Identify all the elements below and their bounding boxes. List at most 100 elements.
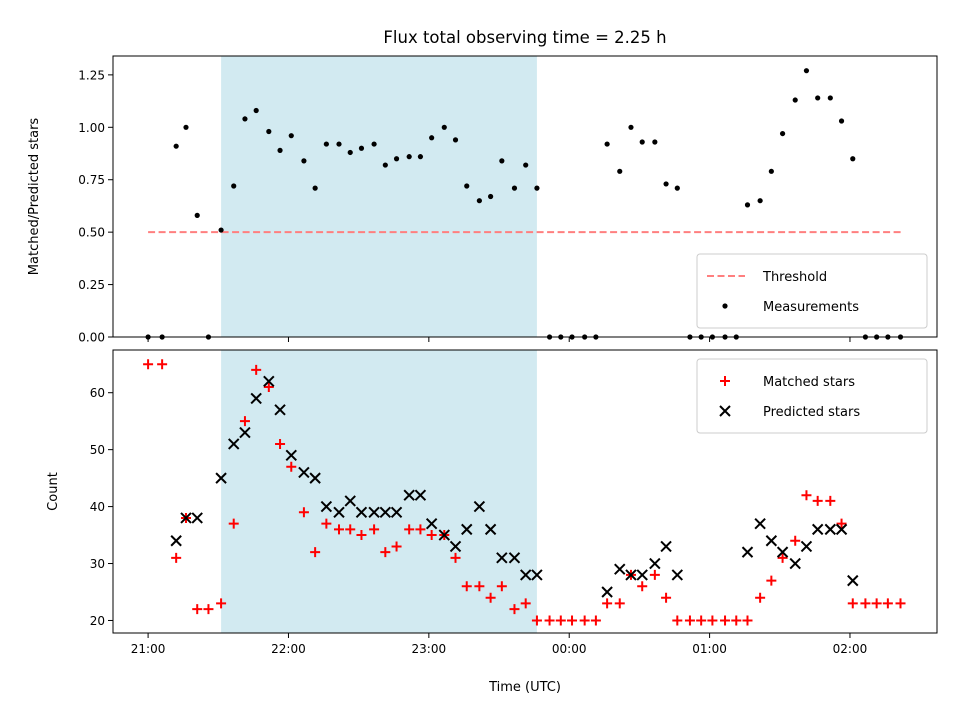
data-point xyxy=(636,569,648,581)
data-point xyxy=(838,118,845,124)
data-point xyxy=(274,404,286,416)
data-point xyxy=(425,517,438,530)
data-point xyxy=(555,615,566,626)
data-point xyxy=(441,124,447,130)
data-point xyxy=(836,518,847,529)
data-point xyxy=(776,546,789,558)
y-tick-label: 0.00 xyxy=(78,331,105,345)
data-point xyxy=(534,185,540,191)
data-point xyxy=(143,359,154,370)
data-point xyxy=(320,500,333,513)
data-point xyxy=(192,604,203,615)
data-point xyxy=(850,156,856,162)
data-point xyxy=(228,518,239,529)
data-point xyxy=(671,569,684,581)
series-measurements xyxy=(145,68,904,340)
data-point xyxy=(614,563,626,575)
data-point xyxy=(614,598,625,609)
data-point xyxy=(520,598,531,609)
observing-window-span xyxy=(221,56,537,337)
data-point xyxy=(414,489,427,501)
data-point xyxy=(496,552,508,564)
data-point xyxy=(464,183,470,189)
data-point xyxy=(847,574,859,587)
data-point xyxy=(417,154,424,160)
data-point xyxy=(835,523,848,536)
data-point xyxy=(476,198,482,204)
data-point xyxy=(452,137,459,143)
data-point xyxy=(742,615,753,626)
data-point xyxy=(827,95,833,101)
data-point xyxy=(393,156,400,162)
data-point xyxy=(815,95,821,101)
data-point xyxy=(239,426,251,439)
data-point xyxy=(406,154,412,160)
top-panel: 0.00 0.25 0.50 0.75 1.00 1.25 Matched/Predicte… xyxy=(27,55,938,345)
data-point xyxy=(663,181,669,187)
y-tick-label: 20 xyxy=(90,614,105,628)
data-point xyxy=(391,541,402,552)
data-point xyxy=(754,517,766,530)
data-point xyxy=(484,523,497,536)
legend-box xyxy=(696,253,928,329)
data-point xyxy=(741,546,754,558)
data-point xyxy=(312,185,318,191)
data-point xyxy=(789,557,801,570)
data-point xyxy=(286,461,297,472)
data-point xyxy=(792,97,798,103)
data-point xyxy=(298,507,309,518)
data-point xyxy=(779,130,786,137)
data-point xyxy=(488,193,494,200)
y-tick-label: 40 xyxy=(90,500,105,514)
y-tick-label: 1.00 xyxy=(78,121,105,135)
data-point xyxy=(382,162,388,168)
chart-title: Flux total observing time = 2.25 h xyxy=(383,28,666,47)
data-point xyxy=(511,185,518,191)
data-point xyxy=(847,598,858,609)
data-point xyxy=(288,133,294,139)
data-point xyxy=(790,535,801,546)
x-tick-label: 02:00 xyxy=(833,642,868,656)
data-point xyxy=(239,416,250,427)
data-point xyxy=(218,227,224,233)
data-point xyxy=(777,552,788,563)
data-point xyxy=(356,530,367,541)
legend-label: Threshold xyxy=(762,270,827,285)
data-point xyxy=(203,604,214,615)
data-point xyxy=(277,147,283,153)
data-point xyxy=(333,506,345,518)
observing-window-span xyxy=(221,350,537,633)
data-point xyxy=(895,598,906,609)
data-point xyxy=(720,615,731,626)
data-point xyxy=(824,523,837,536)
data-point xyxy=(531,569,543,581)
data-point xyxy=(800,540,813,553)
data-point xyxy=(336,141,342,147)
data-point xyxy=(263,382,274,393)
data-point xyxy=(652,139,658,145)
data-point xyxy=(803,68,810,74)
data-point xyxy=(368,506,380,518)
data-point xyxy=(449,540,462,553)
data-point xyxy=(334,524,345,535)
data-point xyxy=(757,198,763,204)
data-point xyxy=(347,149,353,156)
bottom-y-axis-label: Count xyxy=(46,472,61,511)
data-point xyxy=(266,128,272,135)
data-point xyxy=(485,592,496,603)
data-point xyxy=(194,212,200,218)
data-point xyxy=(744,202,751,208)
data-point xyxy=(170,535,182,547)
data-point xyxy=(323,141,329,147)
data-point xyxy=(531,615,542,626)
data-point xyxy=(579,615,590,626)
data-point xyxy=(171,552,182,563)
data-point xyxy=(544,615,555,626)
x-tick-label: 22:00 xyxy=(271,642,306,656)
data-point xyxy=(731,615,742,626)
data-point xyxy=(251,364,262,375)
data-point xyxy=(285,449,297,462)
legend-label: Measurements xyxy=(763,300,859,315)
y-tick-label: 0.25 xyxy=(78,278,105,292)
